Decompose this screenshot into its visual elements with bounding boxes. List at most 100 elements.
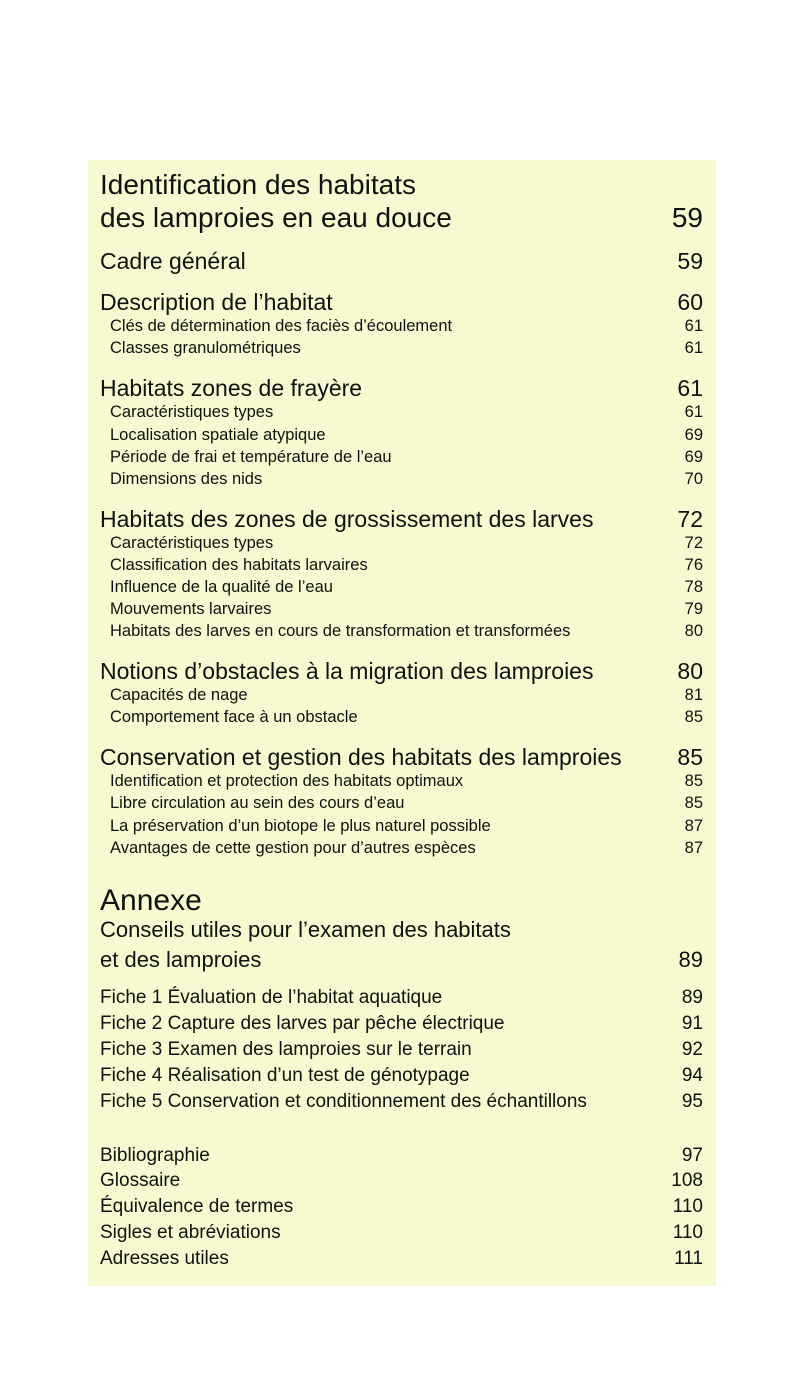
toc-entry: Équivalence de termes 110	[100, 1187, 703, 1227]
toc-entry-label: Habitats des larves en cours de transfor…	[110, 621, 571, 640]
toc-entry: Fiche 5 Conservation et conditionnement …	[100, 1082, 703, 1122]
toc-entry-label: La préservation d’un biotope le plus nat…	[110, 816, 491, 835]
toc-entry-page: 72	[684, 533, 703, 552]
toc-entry: Dimensions des nids 70	[110, 459, 703, 499]
toc-entry: Fiche 1 Évaluation de l’habitat aquatiqu…	[100, 978, 703, 1018]
toc-entry: Fiche 3 Examen des lamproies sur le terr…	[100, 1030, 703, 1070]
toc-entry-page: 85	[684, 793, 703, 812]
toc-entry-label: et des lamproies	[100, 947, 262, 972]
toc-entry: Caractéristiques types 72	[110, 523, 703, 563]
toc-entry-label: Glossaire	[100, 1170, 181, 1191]
toc-entry-label: Habitats des zones de grossissement des …	[100, 505, 594, 532]
toc-entry-label: Fiche 3 Examen des lamproies sur le terr…	[100, 1039, 472, 1060]
toc-entry: Fiche 2 Capture des larves par pêche éle…	[100, 1004, 703, 1044]
toc-entry: Influence de la qualité de l’eau 78	[110, 567, 703, 607]
toc-entry-label: Fiche 1 Évaluation de l’habitat aquatiqu…	[100, 987, 443, 1008]
toc-entry-label: Notions d’obstacles à la migration des l…	[100, 657, 594, 684]
toc-entry: Avantages de cette gestion pour d’autres…	[110, 828, 703, 868]
toc-entry: Habitats zones de frayère 61	[100, 368, 703, 408]
toc-entry: Conseils utiles pour l’examen des habita…	[100, 910, 703, 950]
toc-entry-label: Classes granulométriques	[110, 338, 301, 357]
toc-entry: Identification et protection des habitat…	[110, 761, 703, 801]
toc-entry-page: 80	[677, 657, 703, 684]
toc-entry: Sigles et abréviations 110	[100, 1213, 703, 1253]
toc-entry-page: 85	[684, 771, 703, 790]
toc-entry-page: 61	[684, 338, 703, 357]
toc-entry: Classes granulométriques 61	[110, 328, 703, 368]
toc-entry: Conservation et gestion des habitats des…	[100, 737, 703, 777]
toc-entry-label: Fiche 4 Réalisation d’un test de génotyp…	[100, 1065, 470, 1086]
toc-entry-label: Équivalence de termes	[100, 1196, 294, 1217]
toc-entry-label: Identification et protection des habitat…	[110, 771, 464, 790]
toc-entry-label: Période de frai et température de l’eau	[110, 447, 392, 466]
toc-entry: Description de l’habitat 60	[100, 282, 703, 322]
toc-entry-label: Dimensions des nids	[110, 469, 263, 488]
toc-entry: Période de frai et température de l’eau 6…	[110, 437, 703, 477]
toc-entry-label: Annexe	[100, 884, 202, 917]
toc-entry-page: 91	[681, 1013, 703, 1034]
toc-entry: La préservation d’un biotope le plus nat…	[110, 806, 703, 846]
toc-entry-page: 76	[684, 555, 703, 574]
toc-entry-page: 61	[684, 402, 703, 421]
toc-entry: Clés de détermination des faciès d’écoul…	[110, 306, 703, 346]
toc-entry-page: 94	[681, 1065, 703, 1086]
toc-entry-page: 110	[672, 1196, 703, 1217]
toc-entry-page: 89	[678, 947, 703, 972]
toc-entry-page: 70	[684, 469, 703, 488]
toc-entry: Capacités de nage 81	[110, 675, 703, 715]
toc-entry-label: Fiche 2 Capture des larves par pêche éle…	[100, 1013, 505, 1034]
toc-entry-label: des lamproies en eau douce	[100, 202, 452, 233]
toc-entry-page: 60	[677, 288, 703, 315]
toc-entry-label: Libre circulation au sein des cours d’ea…	[110, 793, 405, 812]
toc-entry: Cadre général 59	[100, 241, 703, 281]
toc-entry-label: Avantages de cette gestion pour d’autres…	[110, 838, 476, 857]
toc-entry: Classification des habitats larvaires 76	[110, 545, 703, 585]
toc-entry: Annexe	[100, 881, 703, 921]
toc-entry-page: 59	[671, 202, 703, 233]
toc-entry-page: 81	[684, 685, 703, 704]
toc-entry: Mouvements larvaires 79	[110, 589, 703, 629]
toc-entry: Adresses utiles 111	[100, 1239, 703, 1279]
toc-entry-label: Bibliographie	[100, 1145, 210, 1166]
toc-entry-page: 80	[684, 621, 703, 640]
toc-entry-page: 85	[684, 707, 703, 726]
toc-entry-label: Mouvements larvaires	[110, 599, 272, 618]
toc-entry: Libre circulation au sein des cours d’ea…	[110, 783, 703, 823]
toc-entry: Fiche 4 Réalisation d’un test de génotyp…	[100, 1056, 703, 1096]
toc-entry: des lamproies en eau douce 59	[100, 198, 703, 238]
toc-entry-label: Influence de la qualité de l’eau	[110, 577, 333, 596]
toc-entry: Localisation spatiale atypique 69	[110, 415, 703, 455]
toc-entry-page: 61	[677, 374, 703, 401]
toc-entry: Bibliographie 97	[100, 1136, 703, 1176]
toc-entry-page: 87	[684, 816, 703, 835]
toc-entry: Habitats des larves en cours de transfor…	[110, 611, 703, 651]
toc-entry-label: Caractéristiques types	[110, 533, 274, 552]
toc-entry-page: 72	[677, 505, 703, 532]
toc-entry-label: Conseils utiles pour l’examen des habita…	[100, 917, 511, 942]
toc-entry: Glossaire 108	[100, 1161, 703, 1201]
toc-entry-page: 79	[684, 599, 703, 618]
toc-entry: Notions d’obstacles à la migration des l…	[100, 651, 703, 691]
toc-entry-label: Fiche 5 Conservation et conditionnement …	[100, 1091, 587, 1112]
toc-entry-label: Habitats zones de frayère	[100, 374, 363, 401]
toc-entry-page: 111	[674, 1248, 703, 1269]
toc-entry-page: 89	[681, 987, 703, 1008]
toc-entry-label: Localisation spatiale atypique	[110, 425, 326, 444]
toc-entry-page: 87	[684, 838, 703, 857]
toc-entry-label: Description de l’habitat	[100, 288, 333, 315]
toc-entry-label: Cadre général	[100, 247, 246, 274]
toc-entry-label: Adresses utiles	[100, 1248, 229, 1269]
toc-entry-label: Conservation et gestion des habitats des…	[100, 743, 622, 770]
toc-entry-label: Capacités de nage	[110, 685, 248, 704]
toc-entry-label: Classification des habitats larvaires	[110, 555, 368, 574]
toc-entry: et des lamproies 89	[100, 940, 703, 980]
toc-entry-label: Comportement face à un obstacle	[110, 707, 358, 726]
toc-entry-label: Sigles et abréviations	[100, 1222, 281, 1243]
toc-entry-page: 110	[672, 1222, 703, 1243]
toc-entry-page: 59	[677, 247, 703, 274]
toc-entry: Habitats des zones de grossissement des …	[100, 499, 703, 539]
toc-entry-page: 85	[677, 743, 703, 770]
toc-entry-page: 69	[684, 425, 703, 444]
toc-entry-page: 69	[684, 447, 703, 466]
toc-entry-page: 61	[684, 316, 703, 335]
